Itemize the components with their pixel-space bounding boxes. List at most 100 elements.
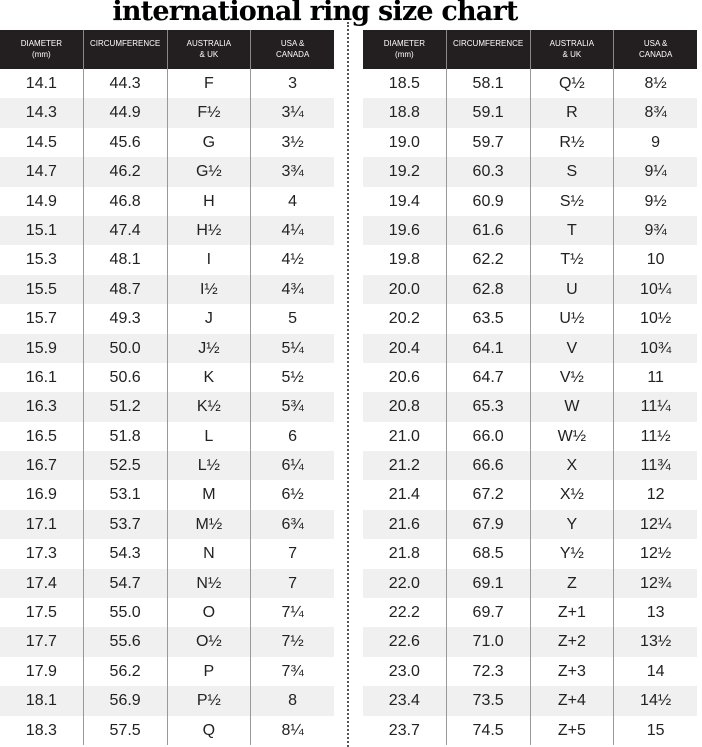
cell-australia-uk: F [168, 69, 252, 99]
header-diameter: DIAMETER (mm) [363, 30, 447, 69]
cell-usa-canada: 3½ [281, 133, 304, 151]
cell-australia-uk: J [168, 304, 252, 334]
header-line: CANADA [638, 50, 673, 59]
table-row: 17.5 55.0 O 7¼ [0, 598, 334, 628]
cell-circumference: 44.3 [84, 69, 168, 99]
table-row: 17.3 54.3 N 7 [0, 539, 334, 569]
cell-diameter: 17.3 [0, 539, 84, 569]
cell-diameter: 17.7 [0, 627, 84, 657]
cell-circumference: 48.1 [84, 245, 168, 275]
cell-australia-uk: S [531, 157, 615, 187]
cell-diameter: 15.3 [0, 245, 84, 275]
table-row: 23.4 73.5 Z+4 14½ [363, 686, 697, 716]
header-line: AUSTRALIA [549, 39, 595, 48]
cell-circumference: 59.1 [447, 98, 531, 128]
cell-usa-canada: 8 [288, 692, 298, 710]
cell-australia-uk: Z [531, 568, 615, 599]
header-australia-uk: AUSTRALIA & UK [531, 30, 615, 69]
table-row: 16.5 51.8 L 6 [0, 421, 334, 452]
cell-circumference: 69.1 [447, 568, 531, 599]
cell-diameter: 17.5 [0, 598, 84, 628]
table-row: 21.8 68.5 Y½ 12½ [363, 539, 697, 569]
cell-australia-uk: Z+3 [531, 656, 615, 687]
cell-diameter: 16.9 [0, 480, 84, 510]
cell-australia-uk: Y [531, 509, 615, 540]
table-row: 18.8 59.1 R 8¾ [363, 98, 697, 128]
table-row: 18.3 57.5 Q 8¼ [0, 715, 334, 745]
table-row: 20.8 65.3 W 11¼ [363, 392, 697, 422]
table-row: 15.9 50.0 J½ 5¼ [0, 333, 334, 363]
cell-australia-uk: Z+4 [531, 686, 615, 716]
cell-australia-uk: T½ [531, 245, 615, 275]
cell-diameter: 14.1 [0, 69, 84, 99]
cell-diameter: 15.5 [0, 274, 84, 305]
table-row: 20.0 62.8 U 10¼ [363, 274, 697, 305]
header-line: CIRCUMFERENCE [453, 39, 524, 48]
cell-australia-uk: K½ [168, 392, 252, 422]
cell-circumference: 71.0 [447, 627, 531, 657]
cell-usa-canada: 11¼ [640, 398, 671, 416]
cell-usa-canada: 7 [288, 574, 298, 592]
cell-usa-canada: 10¾ [640, 339, 672, 357]
cell-diameter: 21.8 [363, 539, 447, 569]
page-title: international ring size chart [112, 0, 518, 27]
cell-diameter: 20.4 [363, 333, 447, 363]
table-row: 19.0 59.7 R½ 9 [363, 127, 697, 158]
cell-usa-canada: 14 [646, 662, 665, 680]
cell-diameter: 14.5 [0, 127, 84, 158]
cell-circumference: 51.2 [84, 392, 168, 422]
cell-usa-canada: 8¾ [644, 104, 667, 122]
table-row: 21.0 66.0 W½ 11½ [363, 421, 697, 452]
cell-australia-uk: Y½ [531, 539, 615, 569]
cell-usa-canada: 10¼ [640, 280, 672, 298]
cell-circumference: 64.7 [447, 362, 531, 393]
cell-diameter: 20.8 [363, 392, 447, 422]
cell-usa-canada: 6½ [281, 486, 304, 504]
cell-circumference: 56.9 [84, 686, 168, 716]
cell-diameter: 14.3 [0, 98, 84, 128]
cell-diameter: 14.9 [0, 186, 84, 216]
cell-australia-uk: W [531, 392, 615, 422]
cell-diameter: 21.4 [363, 480, 447, 510]
cell-australia-uk: O [168, 598, 252, 628]
cell-circumference: 68.5 [447, 539, 531, 569]
cell-australia-uk: N½ [168, 568, 252, 599]
cell-usa-canada: 4¼ [281, 221, 304, 239]
cell-australia-uk: M [168, 480, 252, 510]
cell-usa-canada: 3 [288, 75, 298, 92]
cell-australia-uk: Z+5 [531, 715, 615, 745]
cell-usa-canada: 3¾ [281, 163, 304, 181]
table-row: 14.5 45.6 G 3½ [0, 127, 334, 158]
table-row: 19.2 60.3 S 9¼ [363, 157, 697, 187]
header-australia-uk: AUSTRALIA & UK [168, 30, 252, 69]
cell-usa-canada: 6¼ [281, 457, 304, 475]
cell-circumference: 60.3 [447, 157, 531, 187]
cell-circumference: 64.1 [447, 333, 531, 363]
cell-diameter: 16.7 [0, 451, 84, 481]
cell-usa-canada: 10 [646, 251, 665, 269]
cell-australia-uk: Z+2 [531, 627, 615, 657]
table-row: 23.7 74.5 Z+5 15 [363, 715, 697, 745]
cell-diameter: 18.1 [0, 686, 84, 716]
cell-usa-canada: 12 [646, 486, 665, 504]
table-row: 14.7 46.2 G½ 3¾ [0, 157, 334, 187]
cell-diameter: 23.7 [363, 715, 447, 745]
cell-circumference: 65.3 [447, 392, 531, 422]
table-row: 19.8 62.2 T½ 10 [363, 245, 697, 275]
cell-usa-canada: 5 [288, 310, 298, 328]
cell-usa-canada: 15 [646, 721, 665, 739]
cell-australia-uk: U½ [531, 304, 615, 334]
cell-diameter: 22.2 [363, 598, 447, 628]
header-circumference: CIRCUMFERENCE [447, 30, 531, 69]
cell-usa-canada: 5½ [281, 368, 304, 386]
cell-australia-uk: J½ [168, 333, 252, 363]
cell-australia-uk: L [168, 421, 252, 452]
cell-diameter: 23.4 [363, 686, 447, 716]
cell-usa-canada: 13½ [640, 633, 672, 651]
dotted-divider [347, 22, 349, 747]
table-row: 16.7 52.5 L½ 6¼ [0, 451, 334, 481]
header-line: CANADA [275, 50, 310, 59]
cell-diameter: 23.0 [363, 656, 447, 687]
cell-circumference: 73.5 [447, 686, 531, 716]
cell-circumference: 45.6 [84, 127, 168, 158]
